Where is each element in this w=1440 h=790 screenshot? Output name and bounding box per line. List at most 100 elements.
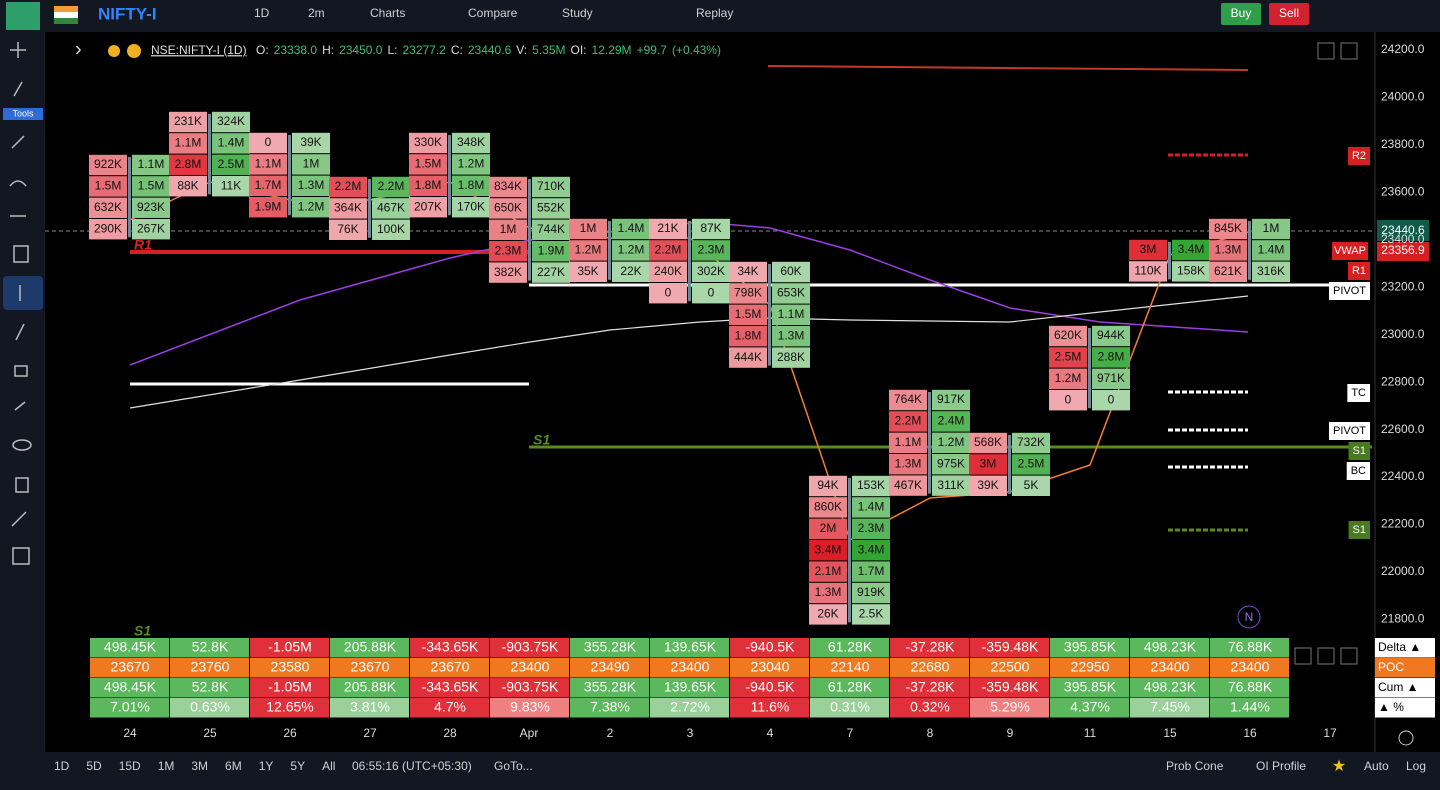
range-button[interactable]: 3M bbox=[191, 759, 208, 773]
buy-volume: 0 bbox=[708, 285, 715, 299]
collapse-button[interactable] bbox=[1317, 42, 1335, 60]
sell-volume: 467K bbox=[894, 478, 922, 492]
sell-cell bbox=[409, 154, 447, 175]
poc-cell bbox=[650, 658, 729, 678]
panel-collapse[interactable] bbox=[1294, 647, 1312, 665]
poc-value: 23670 bbox=[431, 659, 470, 675]
sell-volume: 3.4M bbox=[815, 542, 842, 556]
buy-volume: 2.5M bbox=[218, 157, 245, 171]
delta-value: 52.8K bbox=[192, 639, 229, 655]
range-button[interactable]: 1M bbox=[158, 759, 175, 773]
buy-button[interactable] bbox=[1221, 3, 1261, 25]
sell-label[interactable]: Sell bbox=[1279, 6, 1299, 20]
poc-value: 23400 bbox=[671, 659, 710, 675]
r3-line bbox=[767, 65, 1249, 71]
sell-cell bbox=[969, 432, 1007, 454]
bottom-option[interactable]: OI Profile bbox=[1256, 759, 1306, 773]
sell-cell bbox=[249, 175, 287, 196]
legend-item: O: bbox=[256, 43, 269, 57]
sell-volume: 798K bbox=[734, 286, 762, 300]
cum-cell bbox=[90, 678, 169, 698]
delta-cell bbox=[1210, 638, 1289, 658]
range-button[interactable]: 1D bbox=[54, 759, 70, 773]
poc-cell bbox=[330, 658, 409, 678]
range-button[interactable]: 6M bbox=[225, 759, 242, 773]
bottom-option[interactable]: Auto bbox=[1364, 759, 1389, 773]
buy-label[interactable]: Buy bbox=[1231, 6, 1252, 20]
pct-cell bbox=[650, 698, 729, 718]
panel-maximize[interactable] bbox=[1317, 647, 1335, 665]
buy-cell bbox=[1252, 218, 1290, 240]
expand-arrow[interactable]: › bbox=[75, 38, 82, 60]
timeframe[interactable]: 2m bbox=[308, 6, 325, 20]
symbol[interactable]: NIFTY-I bbox=[98, 4, 157, 23]
favorite-star[interactable]: ★ bbox=[1332, 758, 1346, 775]
buy-volume: 744K bbox=[537, 222, 565, 236]
range-button[interactable]: 5Y bbox=[290, 759, 305, 773]
panel-close[interactable] bbox=[1340, 647, 1358, 665]
sell-cell bbox=[649, 283, 687, 304]
delta-value: -37.28K bbox=[905, 639, 955, 655]
compare-button[interactable]: Compare bbox=[468, 6, 518, 20]
date-tick: 8 bbox=[927, 726, 934, 740]
range-button[interactable]: All bbox=[322, 759, 335, 773]
sell-volume: 1.8M bbox=[735, 328, 762, 342]
interval[interactable]: 1D bbox=[254, 6, 270, 20]
level-tag bbox=[1347, 147, 1370, 165]
sell-volume: 2.2M bbox=[655, 243, 682, 257]
buy-volume: 1.2M bbox=[298, 199, 325, 213]
pct-cell bbox=[250, 698, 329, 718]
buy-cell bbox=[772, 283, 810, 304]
maximize-button[interactable] bbox=[1340, 42, 1358, 60]
sell-cell bbox=[1209, 261, 1247, 282]
delta-cell bbox=[650, 638, 729, 658]
range-button[interactable]: 15D bbox=[119, 759, 141, 773]
buy-cell bbox=[372, 219, 410, 240]
row-label[interactable]: ▲ % bbox=[1378, 700, 1404, 714]
news-label[interactable]: N bbox=[1245, 610, 1254, 624]
date-tick: 28 bbox=[443, 726, 457, 740]
sell-button[interactable] bbox=[1269, 3, 1309, 25]
bottom-option[interactable]: Prob Cone bbox=[1166, 759, 1224, 773]
cum-cell bbox=[250, 678, 329, 698]
poc-value: 22950 bbox=[1071, 659, 1110, 675]
row-label[interactable]: Delta ▲ bbox=[1378, 640, 1421, 654]
settings-icon[interactable] bbox=[1398, 730, 1414, 746]
buy-volume: 2.3M bbox=[858, 521, 885, 535]
buy-volume: 1.3M bbox=[778, 328, 805, 342]
buy-volume: 22K bbox=[620, 264, 641, 278]
delta-value: 498.23K bbox=[1144, 639, 1197, 655]
row-label[interactable]: Cum ▲ bbox=[1378, 680, 1419, 694]
goto-button[interactable]: GoTo... bbox=[494, 759, 533, 773]
buy-volume: 0 bbox=[1108, 392, 1115, 406]
level-label: PIVOT bbox=[1333, 285, 1366, 297]
poc-cell bbox=[970, 658, 1049, 678]
buy-volume: 923K bbox=[137, 200, 165, 214]
charts-menu[interactable]: Charts bbox=[370, 6, 405, 20]
sell-volume: 1.3M bbox=[815, 585, 842, 599]
logo[interactable] bbox=[6, 2, 40, 30]
range-button[interactable]: 1Y bbox=[259, 759, 274, 773]
study-menu[interactable]: Study bbox=[562, 6, 593, 20]
poc-value: 23400 bbox=[1231, 659, 1270, 675]
buy-cell bbox=[452, 197, 490, 218]
sell-cell bbox=[249, 197, 287, 218]
poc-value: 23400 bbox=[511, 659, 550, 675]
range-button[interactable]: 5D bbox=[86, 759, 102, 773]
sell-cell bbox=[649, 218, 687, 240]
buy-volume: 302K bbox=[697, 264, 725, 278]
active-tool[interactable] bbox=[3, 276, 43, 310]
buy-cell bbox=[292, 154, 330, 175]
sell-volume: 1.3M bbox=[895, 456, 922, 470]
level-label: TC bbox=[1351, 387, 1366, 399]
replay-button[interactable]: Replay bbox=[696, 6, 733, 20]
bottom-option[interactable]: Log bbox=[1406, 759, 1426, 773]
pct-value: 4.37% bbox=[1070, 699, 1110, 715]
delta-value: -1.05M bbox=[268, 639, 312, 655]
pct-cell bbox=[570, 698, 649, 718]
news-icon[interactable] bbox=[1237, 605, 1261, 629]
legend-symbol[interactable]: NSE:NIFTY-I (1D) bbox=[151, 43, 247, 57]
sell-volume: 76K bbox=[337, 222, 358, 236]
sell-volume: 860K bbox=[814, 500, 842, 514]
row-label[interactable]: POC bbox=[1378, 660, 1404, 674]
